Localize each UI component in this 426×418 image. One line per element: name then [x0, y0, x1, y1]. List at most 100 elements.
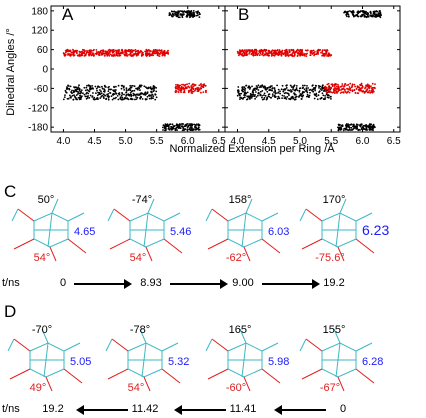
data-point: [272, 54, 275, 57]
data-point: [93, 98, 96, 101]
data-point: [80, 91, 82, 94]
data-point: [136, 87, 139, 89]
data-point: [120, 98, 123, 101]
data-point: [136, 52, 139, 55]
data-point: [359, 124, 361, 126]
data-point: [246, 50, 249, 53]
data-point: [196, 90, 199, 92]
data-point: [80, 89, 83, 91]
data-point: [91, 53, 94, 56]
data-point: [266, 96, 268, 99]
data-point: [326, 49, 329, 52]
data-point: [177, 87, 180, 89]
data-point: [110, 95, 113, 98]
data-point: [72, 53, 75, 56]
data-point: [142, 53, 145, 56]
data-point: [146, 54, 148, 57]
data-point: [264, 50, 267, 53]
data-point: [164, 53, 166, 56]
data-point: [341, 88, 344, 91]
data-point: [86, 50, 89, 52]
data-point: [247, 86, 250, 89]
data-point: [109, 49, 112, 52]
data-point: [370, 89, 373, 92]
data-point: [368, 89, 371, 92]
data-point: [123, 89, 126, 91]
data-point: [155, 96, 158, 99]
data-point: [282, 53, 285, 56]
data-point: [271, 93, 274, 95]
data-point: [337, 129, 340, 132]
data-point: [188, 12, 191, 14]
data-point: [104, 94, 107, 97]
data-point: [139, 51, 141, 54]
data-point: [342, 91, 345, 93]
data-point: [253, 87, 256, 90]
data-point: [359, 10, 362, 12]
data-point: [374, 87, 376, 90]
data-point: [156, 54, 159, 57]
bond: [355, 342, 373, 352]
bond: [41, 328, 49, 344]
data-point: [328, 86, 330, 89]
data-point: [340, 126, 342, 128]
data-point: [273, 91, 275, 93]
data-point: [98, 91, 101, 94]
data-point: [134, 94, 137, 97]
data-point: [349, 10, 351, 12]
data-point: [189, 12, 192, 15]
data-point: [346, 84, 348, 87]
y-tick-label: -120: [28, 103, 48, 114]
data-point: [315, 92, 318, 95]
data-point: [335, 87, 337, 90]
data-point: [364, 86, 367, 89]
data-point: [106, 95, 109, 97]
data-point: [281, 49, 284, 52]
data-point: [310, 49, 313, 52]
data-point: [152, 85, 155, 88]
data-point: [187, 90, 190, 92]
bond: [211, 338, 229, 352]
data-point: [257, 84, 260, 87]
data-point: [189, 123, 191, 125]
data-point: [341, 83, 344, 85]
data-point: [92, 87, 94, 90]
data-point: [121, 49, 124, 52]
data-point: [132, 53, 135, 56]
plot-frame: [224, 5, 401, 133]
data-point: [344, 90, 346, 92]
data-point: [106, 54, 109, 57]
data-point: [179, 89, 182, 92]
bond: [337, 376, 345, 392]
data-point: [129, 52, 132, 55]
panel-c-structure-3: 170° -75.6° 6.23: [299, 194, 389, 264]
data-point: [135, 98, 138, 100]
data-point: [252, 93, 255, 96]
panel-c-structure-0: 50° 54° 4.65: [11, 194, 95, 264]
data-point: [169, 13, 172, 16]
data-point: [344, 10, 347, 13]
data-point: [334, 89, 337, 92]
data-point: [124, 97, 127, 100]
data-point: [378, 15, 380, 17]
data-point: [342, 129, 345, 132]
data-point: [179, 14, 182, 16]
data-point: [135, 54, 138, 57]
data-point: [297, 49, 300, 51]
data-point: [74, 86, 77, 89]
data-point: [351, 89, 354, 92]
data-point: [321, 52, 324, 54]
data-point: [334, 84, 336, 87]
data-point: [353, 89, 356, 92]
data-point: [116, 95, 119, 97]
data-point: [263, 96, 266, 99]
data-point: [162, 124, 165, 127]
data-point: [86, 97, 89, 99]
data-point: [277, 91, 280, 94]
data-point: [86, 51, 88, 54]
data-point: [286, 92, 289, 95]
data-point: [324, 87, 326, 90]
data-point: [271, 85, 273, 87]
data-point: [84, 54, 87, 57]
data-point: [62, 98, 65, 101]
